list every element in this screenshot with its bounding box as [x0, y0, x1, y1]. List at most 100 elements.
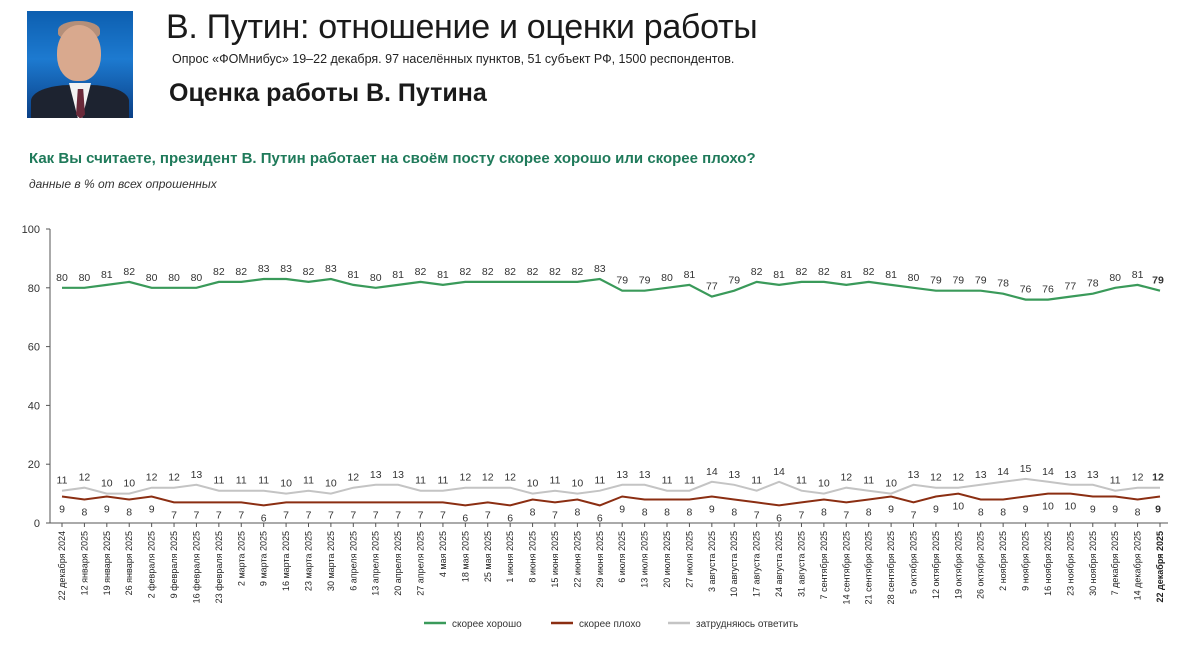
data-label: 7 — [283, 509, 289, 521]
data-label: 15 — [1020, 463, 1032, 475]
data-label: 78 — [1087, 278, 1099, 290]
data-label: 7 — [440, 509, 446, 521]
data-label: 82 — [504, 266, 516, 278]
data-label: 11 — [863, 475, 874, 487]
data-label: 9 — [104, 504, 110, 516]
data-label: 81 — [684, 269, 696, 281]
data-label: 9 — [59, 504, 65, 516]
x-tick-label: 26 января 2025 — [124, 531, 134, 595]
x-tick-label: 22 декабря 2025 — [1155, 531, 1165, 602]
x-tick-label: 2 февраля 2025 — [147, 531, 157, 598]
data-label: 10 — [325, 478, 337, 490]
x-tick-label: 21 сентября 2025 — [864, 531, 874, 604]
page-title: В. Путин: отношение и оценки работы — [166, 8, 758, 46]
data-label: 7 — [328, 509, 334, 521]
data-label: 80 — [146, 272, 158, 284]
x-tick-label: 20 апреля 2025 — [393, 531, 403, 596]
x-tick-label: 25 мая 2025 — [483, 531, 493, 582]
data-label: 81 — [1132, 269, 1144, 281]
x-tick-label: 9 февраля 2025 — [169, 531, 179, 598]
data-label: 82 — [863, 266, 875, 278]
x-tick-label: 24 августа 2025 — [774, 531, 784, 597]
x-tick-label: 5 октября 2025 — [909, 531, 919, 594]
data-label: 11 — [57, 475, 68, 487]
data-label: 77 — [1065, 281, 1077, 293]
data-label: 76 — [1020, 284, 1032, 296]
data-label: 7 — [395, 509, 401, 521]
data-label: 8 — [642, 506, 648, 518]
x-tick-label: 13 июля 2025 — [640, 531, 650, 588]
x-tick-label: 28 сентября 2025 — [886, 531, 896, 604]
x-tick-label: 2 марта 2025 — [236, 531, 246, 586]
x-tick-label: 4 мая 2025 — [438, 531, 448, 577]
data-label: 83 — [594, 263, 606, 275]
x-tick-label: 27 апреля 2025 — [416, 531, 426, 596]
data-label: 11 — [550, 475, 561, 487]
data-label: 80 — [79, 272, 91, 284]
y-tick-label: 60 — [28, 342, 40, 354]
x-tick-label: 6 июля 2025 — [617, 531, 627, 583]
data-label: 83 — [258, 263, 270, 275]
data-label: 13 — [616, 469, 628, 481]
data-label: 8 — [574, 506, 580, 518]
data-label: 8 — [81, 506, 87, 518]
data-label: 7 — [911, 509, 917, 521]
data-label: 82 — [415, 266, 427, 278]
data-label: 9 — [1023, 504, 1029, 516]
data-label: 11 — [258, 475, 269, 487]
data-label: 79 — [639, 275, 651, 287]
data-label: 82 — [818, 266, 830, 278]
x-tick-label: 1 июня 2025 — [505, 531, 515, 583]
data-label: 9 — [1112, 504, 1118, 516]
data-label: 9 — [933, 504, 939, 516]
data-label: 77 — [706, 281, 718, 293]
data-label: 7 — [373, 509, 379, 521]
data-label: 11 — [213, 475, 224, 487]
data-label: 81 — [840, 269, 852, 281]
x-tick-label: 20 июля 2025 — [662, 531, 672, 588]
y-tick-label: 0 — [34, 518, 40, 530]
data-label: 82 — [213, 266, 225, 278]
x-tick-label: 31 августа 2025 — [797, 531, 807, 597]
data-label: 12 — [79, 472, 91, 484]
data-label: 10 — [527, 478, 539, 490]
data-label: 8 — [530, 506, 536, 518]
photo-face — [57, 25, 101, 81]
data-label: 9 — [149, 504, 155, 516]
data-label: 12 — [168, 472, 180, 484]
data-label: 7 — [216, 509, 222, 521]
x-tick-label: 30 марта 2025 — [326, 531, 336, 591]
data-label: 7 — [306, 509, 312, 521]
data-label: 11 — [796, 475, 807, 487]
data-label: 10 — [1065, 501, 1077, 513]
data-label: 13 — [728, 469, 740, 481]
data-label: 8 — [664, 506, 670, 518]
data-label: 82 — [796, 266, 808, 278]
data-label: 82 — [549, 266, 561, 278]
data-label: 6 — [261, 512, 267, 524]
legend-label: скорее плохо — [579, 619, 641, 630]
x-tick-label: 12 января 2025 — [79, 531, 89, 595]
x-tick-label: 14 сентября 2025 — [841, 531, 851, 604]
data-label: 10 — [572, 478, 584, 490]
data-label: 7 — [843, 509, 849, 521]
data-label: 10 — [123, 478, 135, 490]
data-label: 6 — [597, 512, 603, 524]
data-label: 8 — [731, 506, 737, 518]
portrait-photo — [27, 11, 133, 118]
data-label: 7 — [754, 509, 760, 521]
series-line — [62, 277, 1161, 301]
data-label: 6 — [507, 512, 513, 524]
x-tick-label: 16 ноября 2025 — [1043, 531, 1053, 596]
x-tick-label: 16 марта 2025 — [281, 531, 291, 591]
data-label: 14 — [1042, 466, 1054, 478]
data-label: 11 — [1110, 475, 1121, 487]
data-label: 8 — [126, 506, 132, 518]
data-label: 79 — [975, 275, 987, 287]
data-label: 82 — [235, 266, 247, 278]
x-tick-label: 15 июня 2025 — [550, 531, 560, 588]
data-label: 82 — [303, 266, 315, 278]
data-label: 7 — [552, 509, 558, 521]
data-label: 82 — [482, 266, 494, 278]
x-tick-label: 7 декабря 2025 — [1110, 531, 1120, 595]
